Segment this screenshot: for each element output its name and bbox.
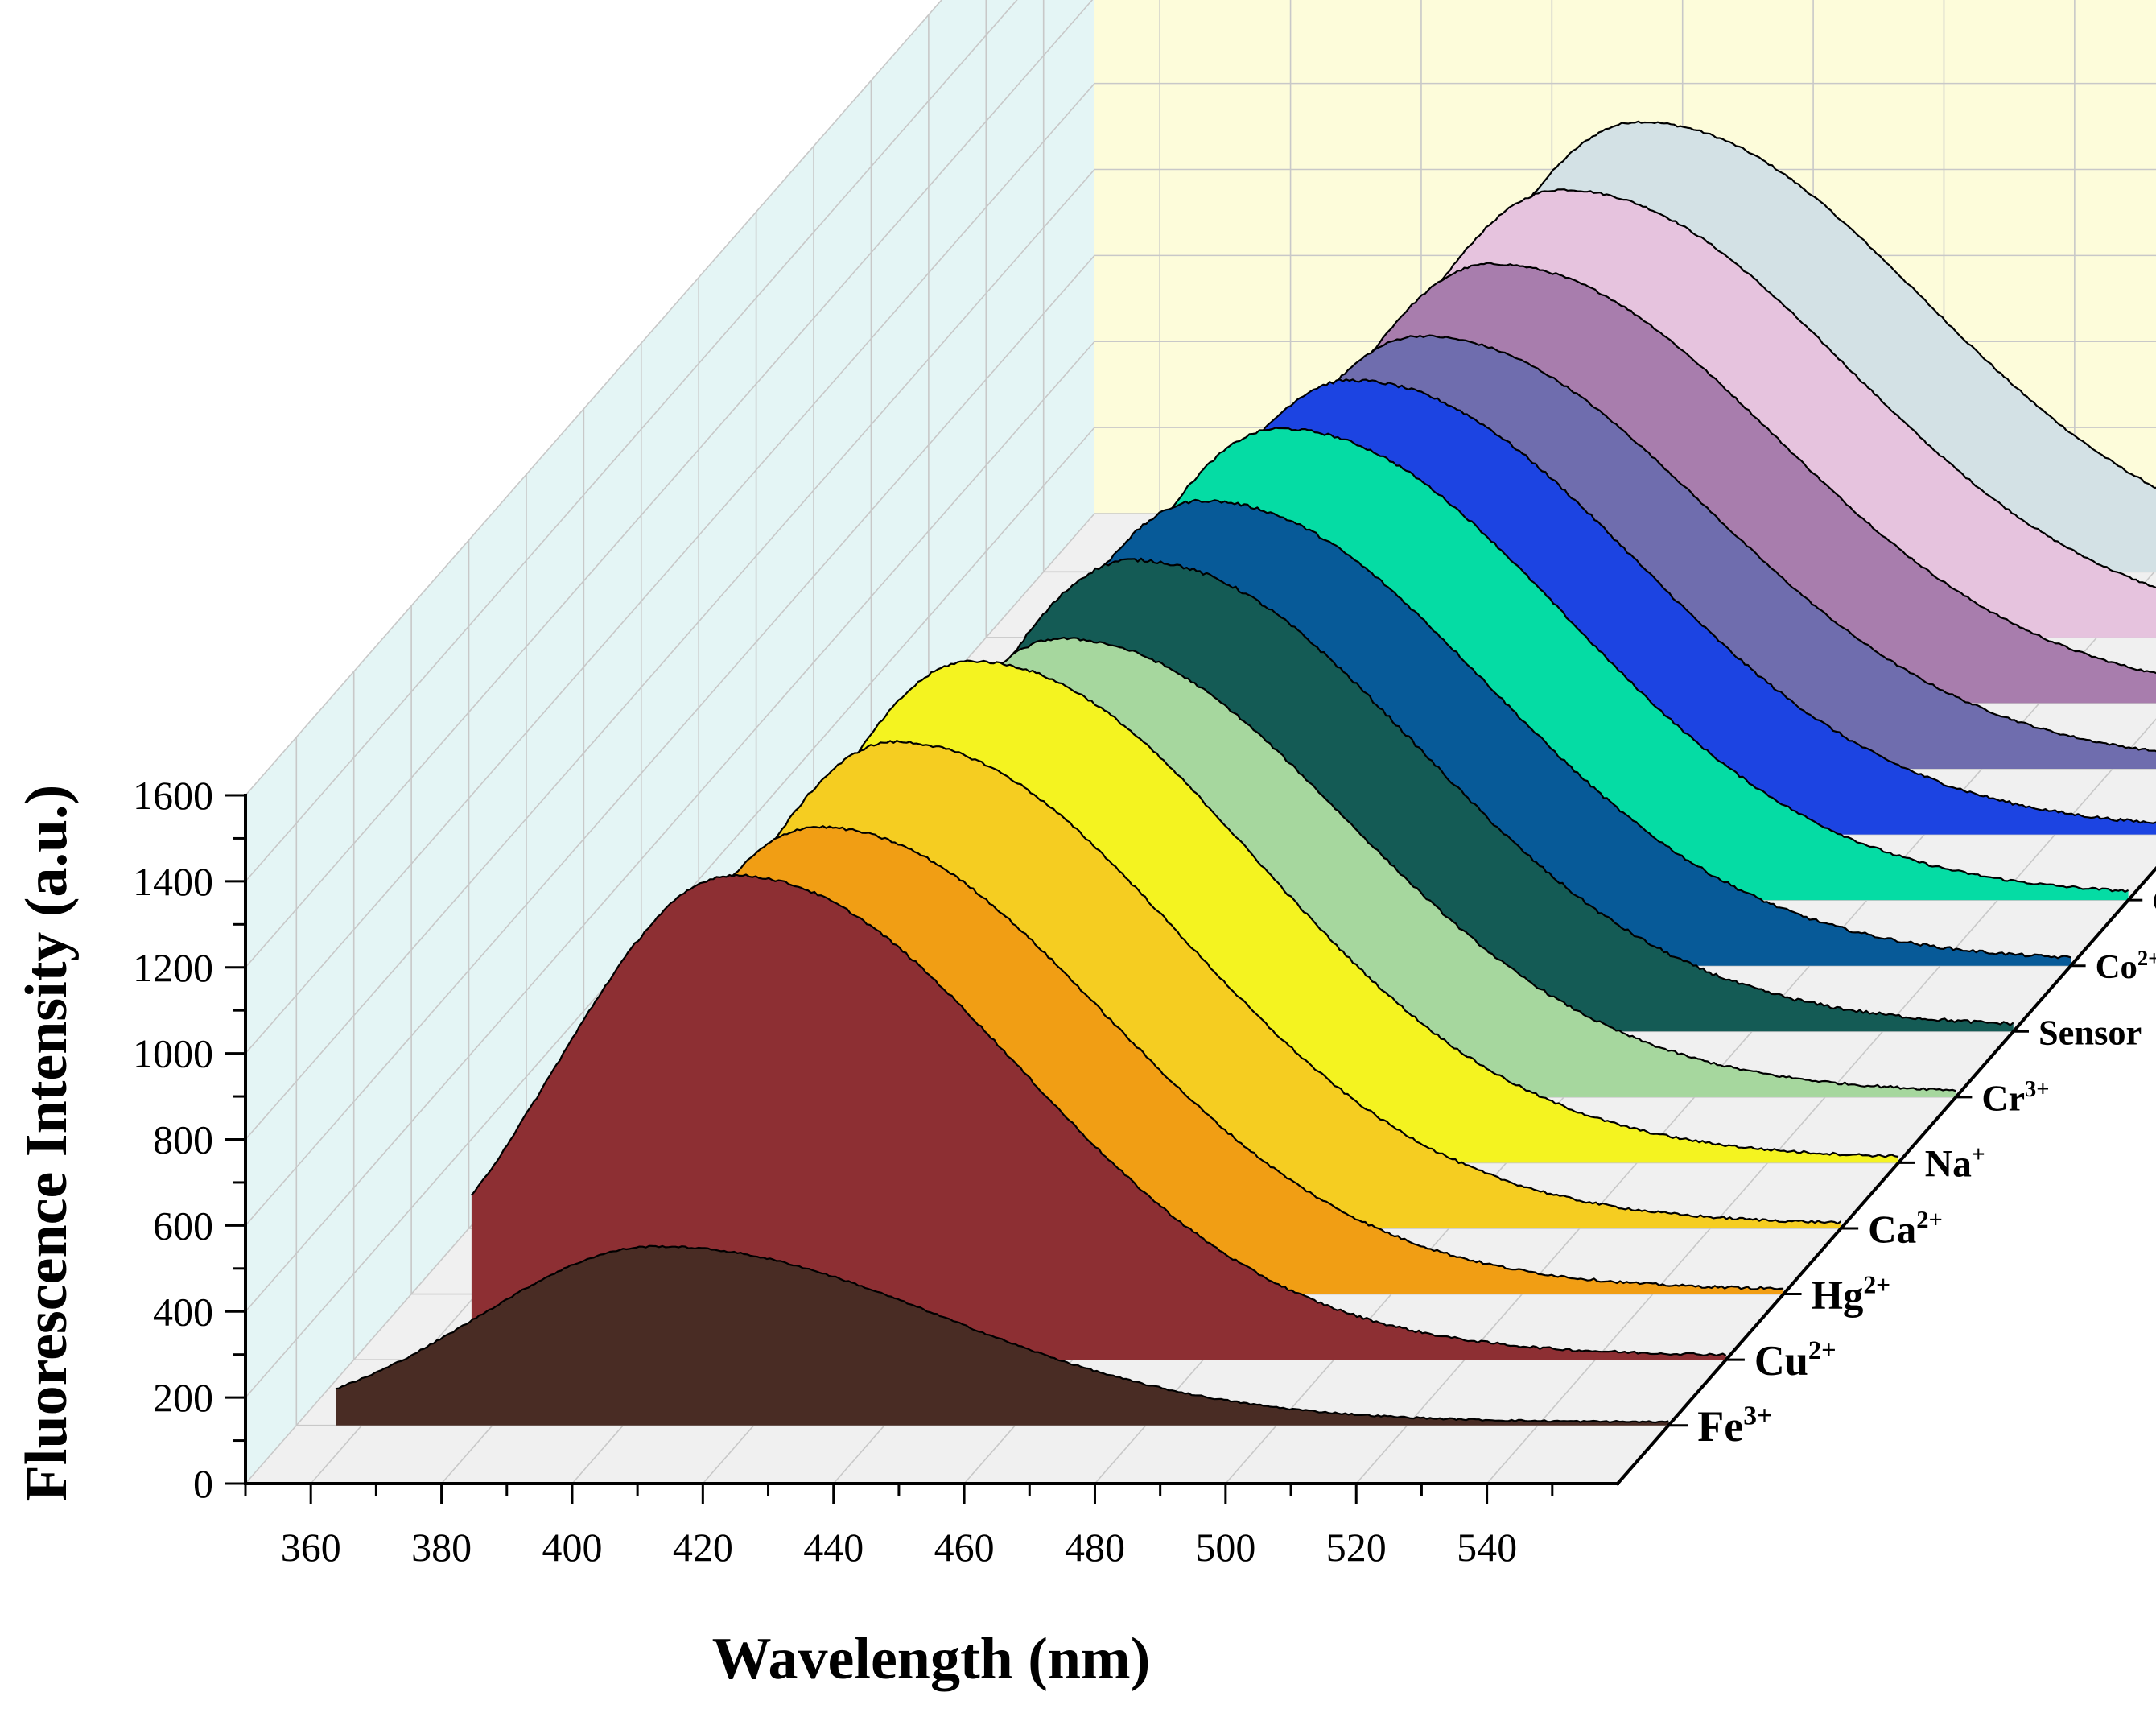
series-curve-9	[1152, 378, 2156, 824]
series-label: Na+	[1925, 1141, 1985, 1185]
series-curve-4	[773, 659, 1899, 1158]
series-area-0	[336, 1245, 1669, 1426]
series-label: Hg2+	[1812, 1271, 1891, 1318]
side-grid-y-5	[245, 83, 1095, 1055]
x-tick-label: 540	[1457, 1525, 1517, 1570]
x-tick-label: 380	[411, 1525, 472, 1570]
series-label: Fe3+	[1697, 1401, 1772, 1451]
x-tick-label: 420	[673, 1525, 733, 1570]
floor-grid-x-9	[1486, 718, 2156, 1484]
chart-axes	[225, 794, 2156, 1504]
x-tick-label: 500	[1195, 1525, 1255, 1570]
side-grid-y-7	[245, 0, 1018, 882]
y-tick-label: 1600	[133, 773, 213, 818]
y-tick-label: 200	[153, 1375, 213, 1420]
series-label: Ca2+	[1868, 1206, 1943, 1252]
x-axis-title: Wavelength (nm)	[712, 1626, 1151, 1692]
series-curve-13	[1434, 120, 2156, 489]
x-tick-label: 400	[542, 1525, 602, 1570]
x-tick-label: 440	[803, 1525, 864, 1570]
series-label: Cu2+	[1754, 1336, 1837, 1385]
series-curve-8	[1082, 427, 2129, 894]
y-tick-label: 0	[193, 1461, 213, 1506]
series-curve-2	[574, 825, 1784, 1290]
y-tick-label: 600	[153, 1203, 213, 1248]
y-axis-title: Fluorescence Intensity (a.u.)	[14, 785, 80, 1502]
y-tick-label: 1000	[133, 1031, 213, 1076]
y-tick-label: 1200	[133, 945, 213, 990]
side-grid-y-2	[245, 341, 1095, 1312]
chart-labels: Wavelength (nm) Fluorescence Intensity (…	[14, 773, 2156, 1692]
series-label: Co2+	[2096, 946, 2156, 986]
series-curve-10	[1222, 334, 2156, 753]
side-grid-y-6	[245, 0, 1094, 968]
series-area-1	[471, 874, 1726, 1360]
x-tick-label: 520	[1326, 1525, 1387, 1570]
series-curve-3	[664, 740, 1842, 1225]
series-label: Cd2+	[2152, 881, 2156, 919]
series-cu2p	[471, 873, 1727, 1360]
series-label: Cr3+	[1981, 1077, 2049, 1119]
series-curve-6	[934, 557, 2014, 1026]
series-curve-0	[335, 1244, 1669, 1424]
y-tick-label: 800	[153, 1117, 213, 1162]
series-curve-11	[1293, 262, 2156, 675]
series-fe3p	[335, 1244, 1669, 1426]
y-tick-label: 400	[153, 1289, 213, 1334]
series-curve-5	[857, 636, 1956, 1092]
x-tick-label: 480	[1065, 1525, 1125, 1570]
side-grid-y-4	[245, 168, 1095, 1141]
series-curve-12	[1364, 188, 2156, 589]
series-curve-1	[471, 873, 1727, 1357]
side-wall	[245, 0, 1094, 1484]
depth-axis-line	[1615, 865, 2156, 1486]
y-tick-label: 1400	[133, 859, 213, 904]
x-tick-label: 460	[934, 1525, 995, 1570]
x-tick-label: 360	[281, 1525, 341, 1570]
side-grid-y-3	[245, 254, 1095, 1226]
side-grid-y-8	[245, 0, 943, 796]
series-curve-7	[1004, 498, 2071, 960]
series-layer	[335, 120, 2156, 1426]
series-label: Sensor	[2039, 1012, 2142, 1052]
